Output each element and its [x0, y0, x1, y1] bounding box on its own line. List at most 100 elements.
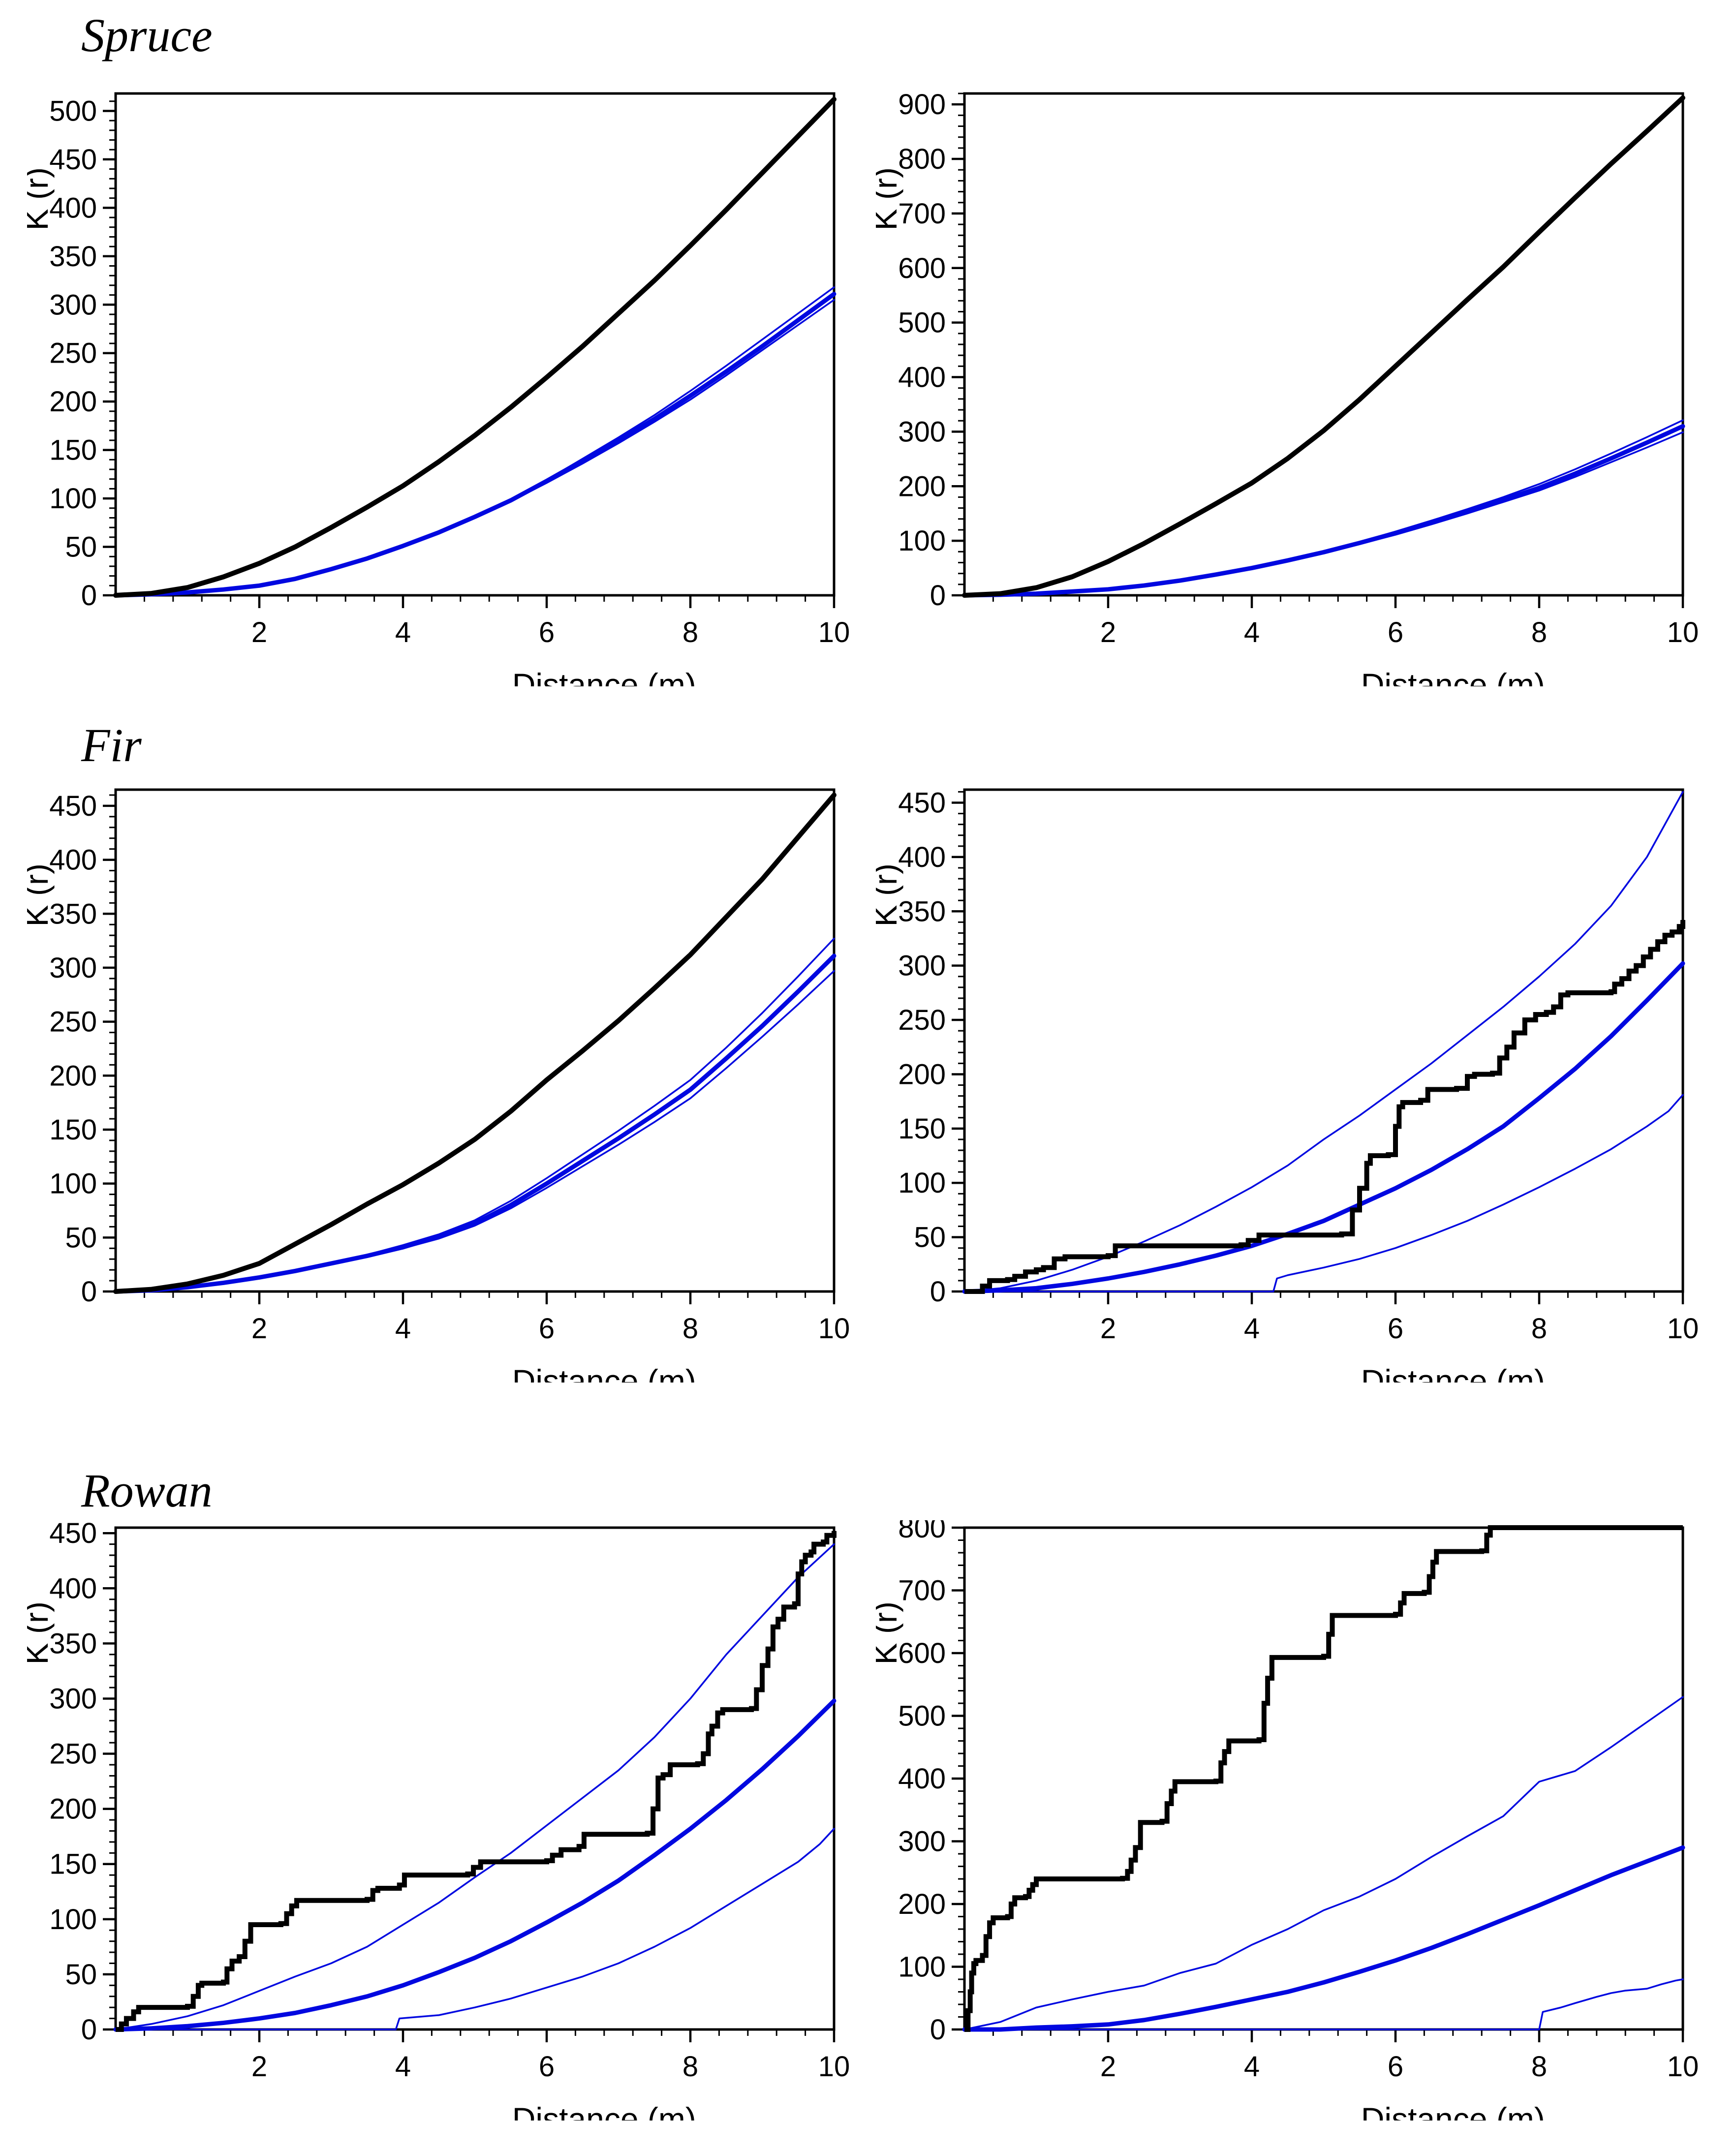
series-envelope-upper — [115, 1543, 835, 2030]
y-axis-tick-label: 200 — [49, 1060, 97, 1092]
section-spruce: Spruce 0 50 100 150 200 250 300 350 400 450 500 2 4 6… — [0, 9, 1736, 687]
chart-row-rowan: 0 50 100 150 200 250 300 350 400 450 2 4 6 8 10 Distanc… — [0, 1520, 1736, 2120]
x-axis-tick-label: 6 — [1388, 616, 1403, 648]
y-axis-tick-label: 350 — [49, 241, 97, 273]
y-axis-label: K (r) — [876, 863, 903, 926]
y-axis-tick-label: 700 — [898, 198, 946, 230]
kfunction-plot-rowan-right: 0 100 200 300 400 500 600 700 800 2 4 6 8 10 Distance … — [876, 1520, 1699, 2120]
y-axis-tick-label: 450 — [898, 787, 946, 819]
chart-fir-right: 0 50 100 150 200 250 300 350 400 450 2 4 6 8 10 Distanc… — [876, 782, 1707, 1383]
y-axis-tick-label: 300 — [49, 1683, 97, 1715]
y-axis-label: K (r) — [27, 1601, 55, 1664]
y-axis-tick-label: 0 — [81, 2014, 97, 2046]
series-observed-k — [964, 1525, 1683, 2032]
section-title-rowan: Rowan — [81, 1464, 213, 1517]
x-axis-label: Distance (m) — [1361, 1363, 1545, 1383]
y-axis-label: K (r) — [876, 1601, 903, 1664]
kfunction-plot-spruce-right: 0 100 200 300 400 500 600 700 800 900 2 4 6 8 10 Distan… — [876, 89, 1699, 686]
x-axis-tick-label: 6 — [539, 1313, 555, 1345]
y-axis-tick-label: 0 — [930, 2014, 946, 2046]
y-axis-tick-label: 600 — [898, 1637, 946, 1669]
x-axis-tick-label: 10 — [1667, 616, 1699, 648]
x-axis-tick-label: 2 — [251, 2051, 267, 2083]
y-axis-tick-label: 200 — [898, 470, 946, 502]
x-axis-tick-label: 6 — [539, 616, 555, 648]
x-axis-tick-label: 8 — [682, 616, 698, 648]
y-axis-tick-label: 250 — [49, 1738, 97, 1770]
y-axis-tick-label: 800 — [898, 1520, 946, 1544]
y-axis-tick-label: 150 — [49, 434, 97, 466]
x-axis-label: Distance (m) — [1361, 2101, 1545, 2120]
y-axis-tick-label: 0 — [930, 580, 946, 612]
y-axis-tick-label: 350 — [49, 1628, 97, 1659]
kfunction-plot-fir-left: 0 50 100 150 200 250 300 350 400 450 2 4 6 8 10 Distanc… — [27, 788, 850, 1383]
y-axis-tick-label: 100 — [898, 525, 946, 557]
x-axis-tick-label: 10 — [1667, 1313, 1699, 1345]
y-axis-tick-label: 100 — [898, 1951, 946, 1983]
y-axis-tick-label: 450 — [49, 144, 97, 176]
series-observed-k — [116, 1531, 837, 2032]
series-envelope-mean — [962, 961, 1685, 1294]
series-envelope-mean — [113, 953, 837, 1294]
y-axis-tick-label: 400 — [898, 1763, 946, 1795]
series-envelope-mean — [113, 292, 837, 598]
y-axis-label: K (r) — [27, 863, 55, 926]
y-axis-tick-label: 400 — [898, 362, 946, 394]
y-axis-tick-label: 900 — [898, 89, 946, 121]
y-axis-tick-label: 250 — [898, 1004, 946, 1036]
y-axis-tick-label: 200 — [49, 1793, 97, 1825]
plot-frame — [114, 1526, 836, 2031]
x-axis-tick-label: 6 — [1388, 2051, 1403, 2083]
chart-spruce-left: 0 50 100 150 200 250 300 350 400 450 500 2 4 6 8 10 Dist… — [27, 86, 859, 686]
y-axis-tick-label: 150 — [49, 1114, 97, 1146]
section-fir: Fir 0 50 100 150 200 250 300 350 400 450 2 4 6 8 10 Dis… — [0, 721, 1736, 1383]
series-observed-k — [113, 96, 837, 598]
chart-rowan-right: 0 100 200 300 400 500 600 700 800 2 4 6 8 10 Distance … — [876, 1520, 1707, 2120]
y-axis-tick-label: 0 — [930, 1276, 946, 1308]
y-axis-tick-label: 100 — [49, 1904, 97, 1936]
chart-row-spruce: 0 50 100 150 200 250 300 350 400 450 500 2 4 6 8 10 Dist… — [0, 86, 1736, 686]
x-axis-tick-label: 8 — [1531, 1313, 1547, 1345]
y-axis-tick-label: 600 — [898, 252, 946, 284]
series-envelope-mean — [113, 1698, 837, 2032]
y-axis-tick-label: 100 — [49, 1168, 97, 1200]
y-axis-tick-label: 200 — [898, 1058, 946, 1090]
x-axis-tick-label: 10 — [1667, 2051, 1699, 2083]
chart-fir-left: 0 50 100 150 200 250 300 350 400 450 2 4 6 8 10 Distanc… — [27, 782, 859, 1383]
y-axis-tick-label: 500 — [49, 95, 97, 127]
x-axis-tick-label: 2 — [251, 616, 267, 648]
x-axis-tick-label: 2 — [1100, 1313, 1116, 1345]
y-axis-tick-label: 0 — [81, 580, 97, 612]
series-envelope-lower — [963, 431, 1684, 596]
y-axis-tick-label: 50 — [65, 531, 97, 563]
x-axis-tick-label: 2 — [1100, 2051, 1116, 2083]
y-axis-tick-label: 150 — [898, 1113, 946, 1145]
y-axis-tick-label: 400 — [49, 844, 97, 876]
series-observed-k — [964, 920, 1685, 1294]
plot-frame — [963, 92, 1684, 597]
y-axis-tick-label: 300 — [898, 1826, 946, 1858]
x-axis-tick-label: 4 — [1244, 616, 1260, 648]
x-axis-tick-label: 6 — [1388, 1313, 1403, 1345]
x-axis-label: Distance (m) — [1361, 667, 1545, 686]
plot-frame — [114, 92, 836, 597]
section-rowan: Rowan 0 50 100 150 200 250 300 350 400 450 2 4 6 8 10 D… — [0, 1464, 1736, 2121]
x-axis-tick-label: 6 — [539, 2051, 555, 2083]
section-title-spruce: Spruce — [81, 9, 213, 61]
series-envelope-upper — [963, 1696, 1684, 2030]
x-axis-tick-label: 8 — [682, 1313, 698, 1345]
kfunction-plot-spruce-left: 0 50 100 150 200 250 300 350 400 450 500 2 4 6 8 10 Dist… — [27, 92, 850, 686]
series-envelope-lower — [963, 1094, 1684, 1292]
y-axis-tick-label: 500 — [898, 307, 946, 339]
series-envelope-upper — [963, 419, 1684, 596]
series-envelope-upper — [115, 937, 835, 1292]
y-axis-tick-label: 400 — [49, 1572, 97, 1604]
series-envelope-upper — [963, 791, 1684, 1292]
x-axis-tick-label: 8 — [682, 2051, 698, 2083]
x-axis-label: Distance (m) — [512, 1363, 696, 1383]
series-envelope-lower — [115, 1828, 835, 2030]
y-axis-tick-label: 250 — [49, 338, 97, 369]
y-axis-tick-label: 100 — [49, 483, 97, 515]
chart-rowan-left: 0 50 100 150 200 250 300 350 400 450 2 4 6 8 10 Distanc… — [27, 1520, 859, 2120]
x-axis-tick-label: 8 — [1531, 2051, 1547, 2083]
